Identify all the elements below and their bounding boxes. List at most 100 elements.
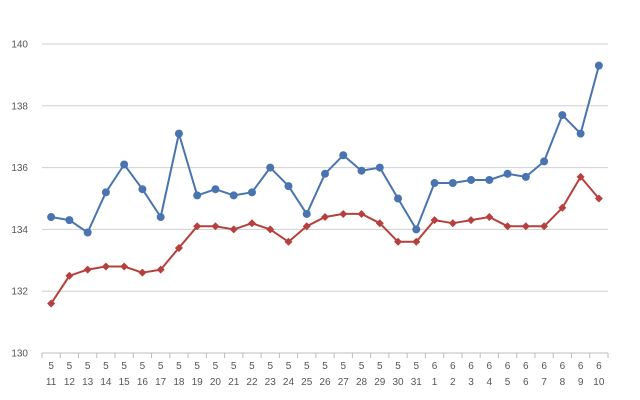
x-tick-label-month: 6 — [468, 361, 474, 372]
data-point — [211, 185, 220, 194]
y-tick-label: 136 — [11, 163, 28, 174]
x-tick-label-day: 7 — [541, 377, 547, 388]
data-point — [467, 216, 476, 225]
data-point — [394, 237, 403, 246]
x-tick-label-month: 6 — [560, 361, 566, 372]
x-tick-label-month: 5 — [48, 361, 54, 372]
x-tick-label-month: 5 — [359, 361, 365, 372]
x-tick-label-day: 22 — [246, 377, 258, 388]
data-point — [65, 271, 74, 280]
x-tick-label-month: 6 — [487, 361, 493, 372]
x-tick-label-day: 1 — [432, 377, 438, 388]
y-tick-label: 132 — [11, 287, 28, 298]
x-tick-label-day: 13 — [82, 377, 94, 388]
data-point — [594, 194, 603, 203]
data-point — [229, 191, 238, 200]
data-point — [558, 111, 567, 120]
x-tick-label-day: 12 — [64, 377, 76, 388]
x-tick-label-day: 29 — [374, 377, 386, 388]
data-point — [284, 237, 293, 246]
x-tick-label-month: 6 — [596, 361, 602, 372]
data-point — [247, 188, 256, 197]
x-tick-label-month: 5 — [213, 361, 219, 372]
data-point — [357, 166, 366, 175]
data-point — [247, 219, 256, 228]
y-tick-label: 140 — [11, 40, 28, 51]
data-point — [229, 225, 238, 234]
series-1 — [47, 61, 603, 237]
x-tick-label-month: 5 — [67, 361, 73, 372]
y-tick-label: 138 — [11, 101, 28, 112]
data-point — [430, 216, 439, 225]
x-tick-label-month: 6 — [541, 361, 547, 372]
data-point — [321, 213, 329, 222]
x-tick-label-month: 5 — [340, 361, 346, 372]
data-point — [375, 219, 384, 228]
data-point — [339, 151, 348, 160]
x-tick-label-month: 5 — [395, 361, 401, 372]
x-tick-label-day: 15 — [119, 377, 131, 388]
x-tick-label-day: 20 — [210, 377, 222, 388]
data-point — [193, 191, 202, 200]
x-tick-label-month: 5 — [140, 361, 146, 372]
x-tick-label-month: 5 — [286, 361, 292, 372]
x-tick-label-day: 30 — [392, 377, 404, 388]
data-point — [503, 169, 512, 178]
data-point — [485, 213, 494, 222]
data-point — [503, 222, 512, 231]
data-point — [594, 61, 603, 70]
x-tick-label-day: 18 — [173, 377, 185, 388]
x-tick-label-day: 26 — [319, 377, 331, 388]
x-tick-label-day: 6 — [523, 377, 529, 388]
data-point — [375, 163, 384, 172]
x-tick-label-month: 5 — [103, 361, 109, 372]
grid — [42, 43, 608, 354]
x-tick-label-day: 28 — [356, 377, 368, 388]
x-tick-label-day: 21 — [228, 377, 240, 388]
x-tick-label-month: 5 — [231, 361, 237, 372]
data-point — [521, 172, 530, 181]
series-line — [50, 175, 600, 305]
x-tick-label-day: 27 — [338, 377, 350, 388]
x-tick-label-month: 5 — [377, 361, 383, 372]
series-2 — [47, 172, 603, 308]
data-point — [521, 222, 530, 231]
data-point — [302, 209, 311, 218]
data-point — [101, 262, 110, 271]
data-point — [211, 222, 220, 231]
x-tick-label-month: 5 — [304, 361, 310, 372]
data-point — [65, 216, 74, 225]
data-point — [101, 188, 110, 197]
data-point — [83, 228, 92, 237]
data-point — [576, 129, 585, 138]
data-point — [120, 160, 129, 169]
data-point — [430, 179, 439, 188]
x-tick-label-day: 11 — [46, 377, 57, 388]
x-tick-label-month: 6 — [450, 361, 456, 372]
data-point — [47, 299, 56, 308]
data-point — [448, 219, 457, 228]
x-tick-label-month: 5 — [85, 361, 91, 372]
data-point — [193, 222, 202, 231]
y-tick-label: 134 — [11, 225, 28, 236]
data-point — [558, 203, 567, 212]
data-point — [576, 172, 585, 181]
data-point — [339, 209, 348, 218]
x-tick-label-day: 8 — [560, 377, 566, 388]
data-point — [120, 262, 129, 271]
data-point — [47, 213, 56, 222]
x-tick-label-day: 4 — [487, 377, 493, 388]
x-tick-label-month: 5 — [414, 361, 420, 372]
x-tick-label-day: 16 — [137, 377, 149, 388]
data-point — [174, 243, 183, 252]
x-tick-label-day: 2 — [450, 377, 456, 388]
x-tick-label-day: 23 — [265, 377, 277, 388]
data-point — [83, 265, 92, 274]
y-tick-label: 130 — [11, 349, 28, 360]
x-tick-label-month: 5 — [194, 361, 200, 372]
x-tick-label-day: 10 — [593, 377, 605, 388]
data-point — [467, 175, 476, 184]
x-tick-label-day: 5 — [505, 377, 511, 388]
